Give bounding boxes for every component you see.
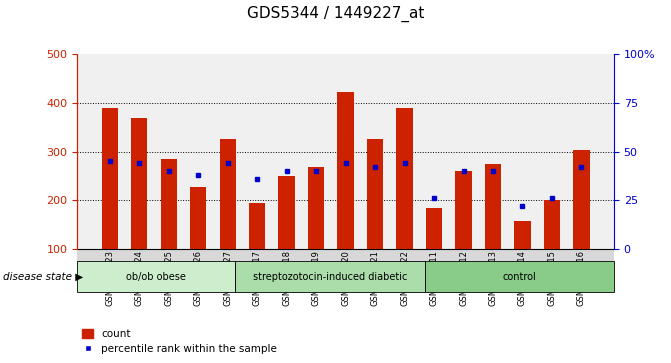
Bar: [397, 108, 413, 249]
Bar: [190, 187, 206, 249]
Bar: [338, 92, 354, 249]
Bar: [160, 159, 176, 249]
Text: ob/ob obese: ob/ob obese: [126, 272, 186, 282]
Bar: [131, 118, 147, 249]
Text: control: control: [503, 272, 536, 282]
Bar: [367, 139, 383, 249]
Bar: [544, 200, 560, 249]
Text: disease state ▶: disease state ▶: [3, 272, 84, 282]
Bar: [426, 208, 442, 249]
Bar: [249, 203, 265, 249]
Text: streptozotocin-induced diabetic: streptozotocin-induced diabetic: [252, 272, 407, 282]
Legend: count, percentile rank within the sample: count, percentile rank within the sample: [83, 329, 277, 354]
Bar: [485, 164, 501, 249]
Bar: [278, 176, 295, 249]
Bar: [515, 221, 531, 249]
Bar: [456, 171, 472, 249]
Bar: [308, 167, 324, 249]
Bar: [573, 150, 590, 249]
Bar: [219, 139, 236, 249]
Text: GDS5344 / 1449227_at: GDS5344 / 1449227_at: [247, 5, 424, 22]
Bar: [101, 108, 118, 249]
